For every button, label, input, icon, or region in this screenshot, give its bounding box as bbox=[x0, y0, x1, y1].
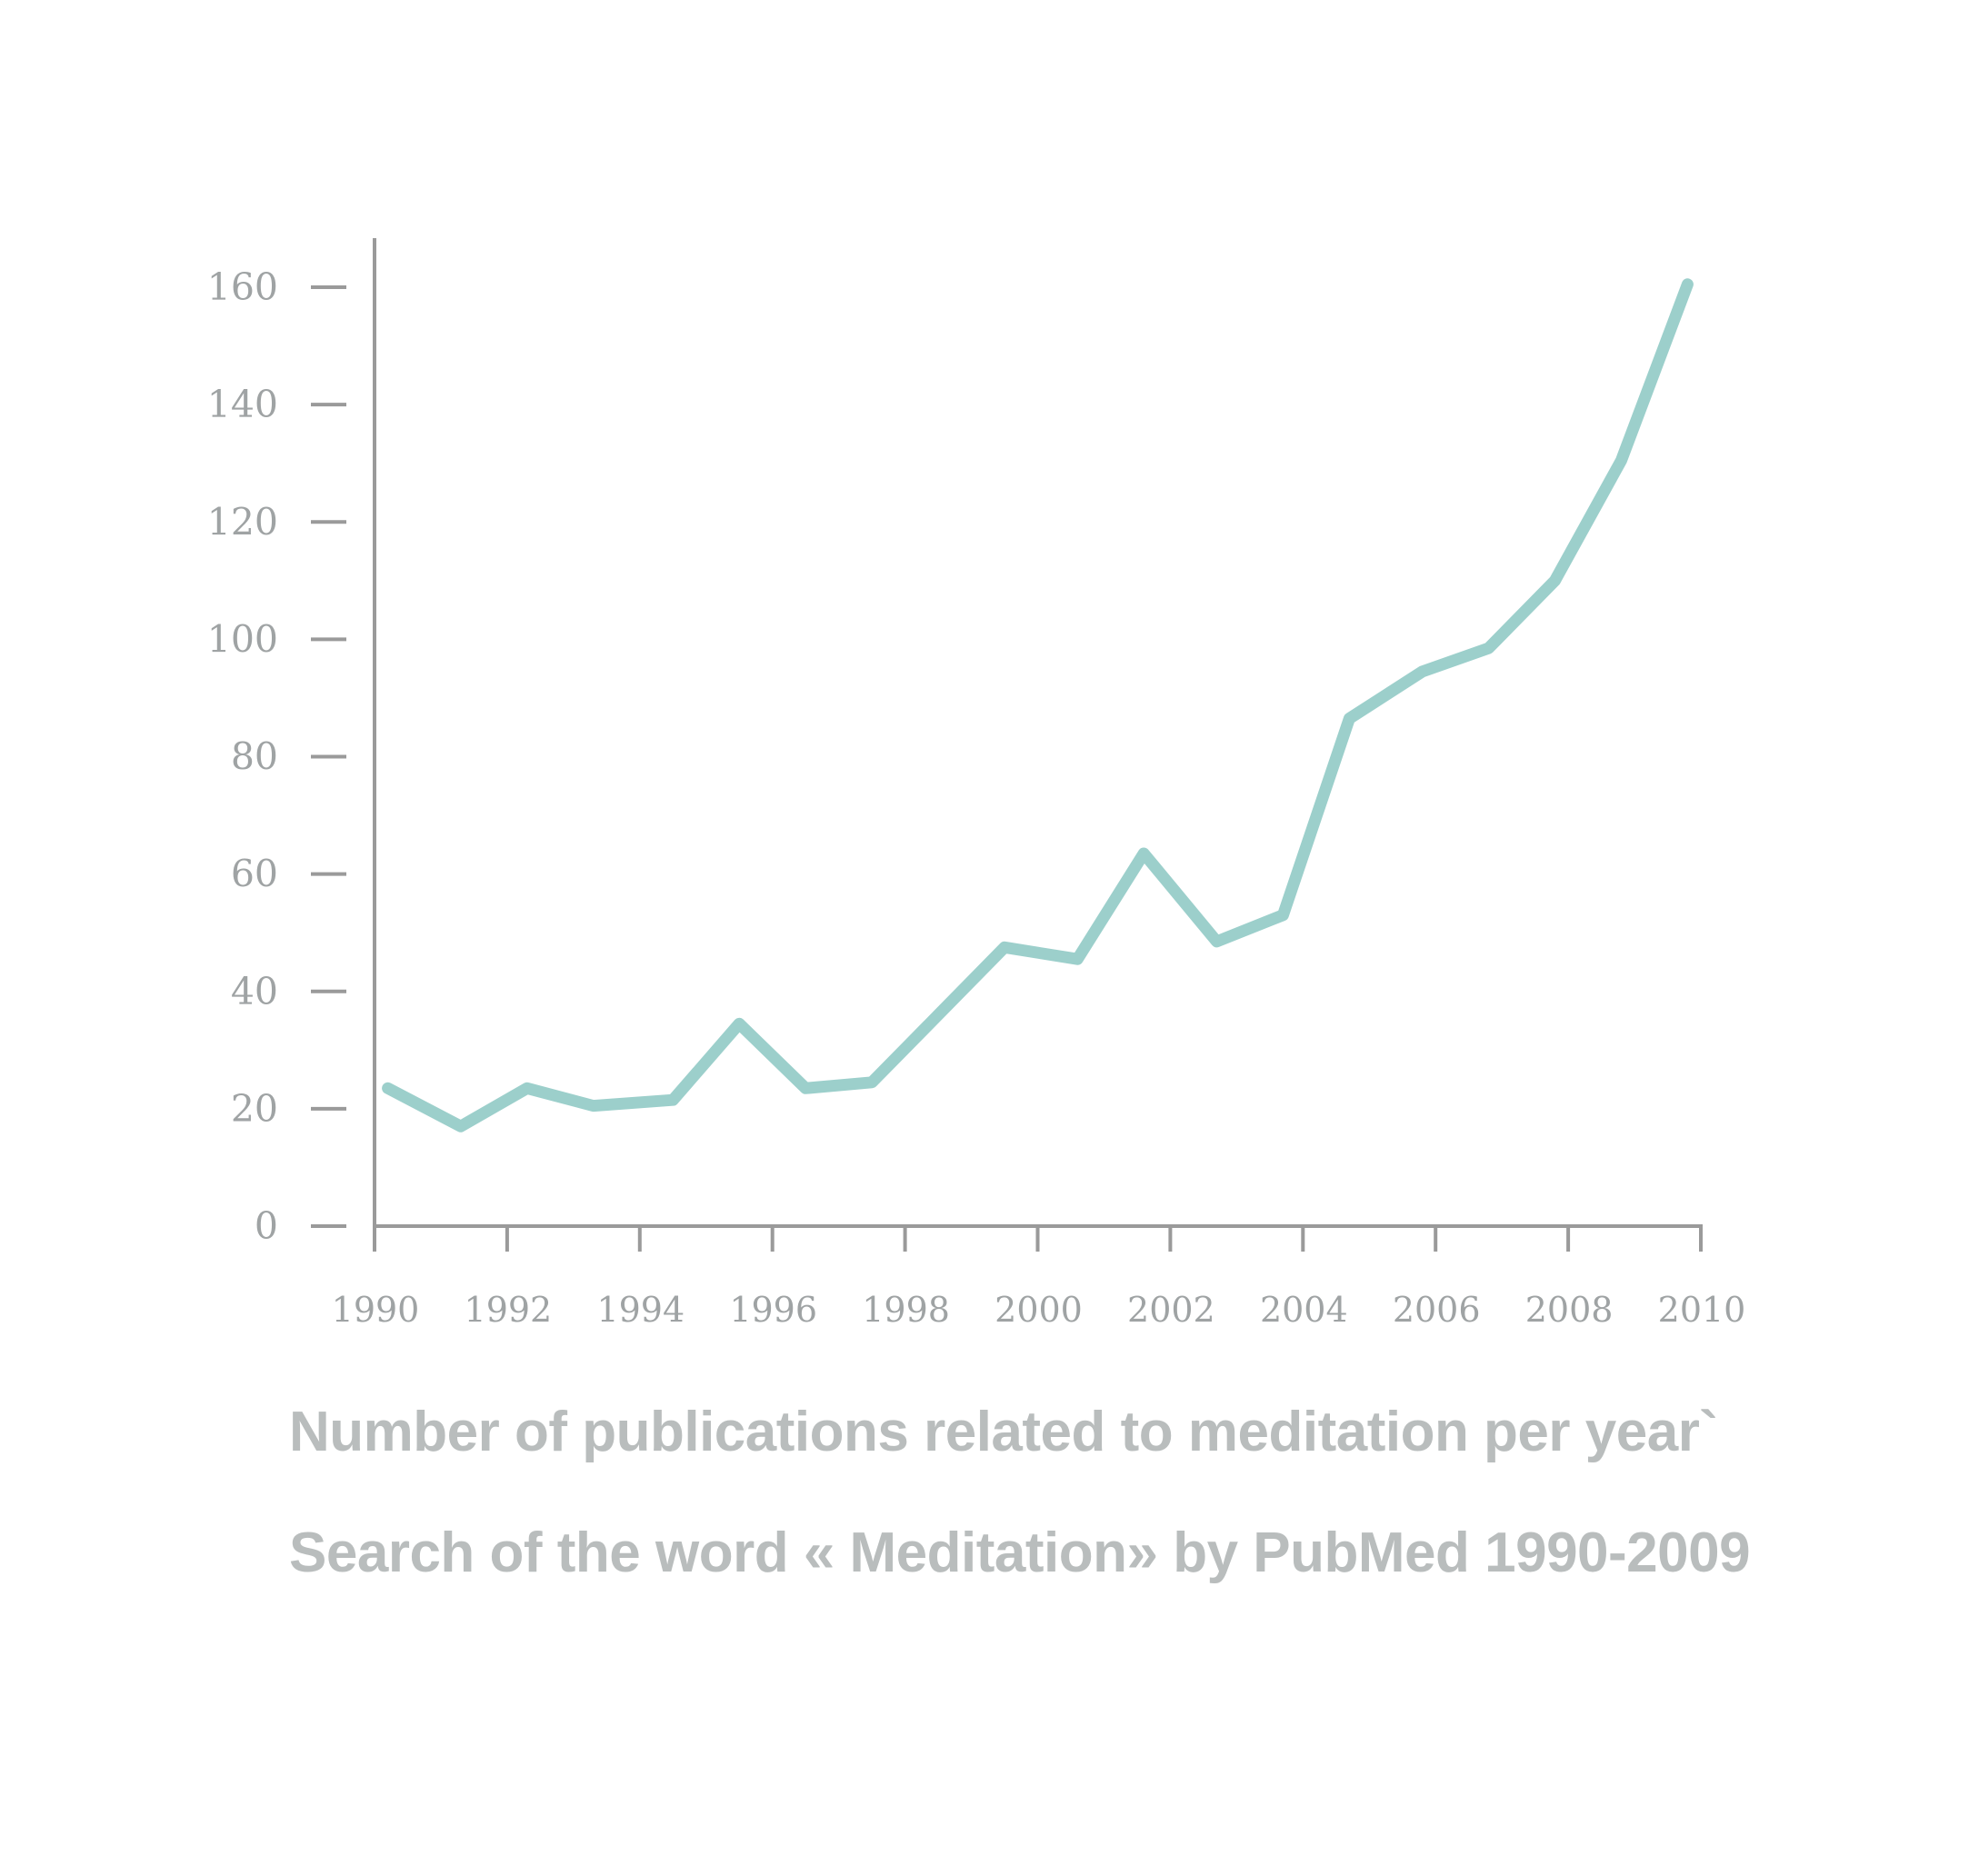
chart-tick-labels: 0 20 40 60 80 100 120 140 160 1990 1992 1994 1996 199… bbox=[207, 265, 1746, 1330]
chart-ticks bbox=[311, 285, 1703, 1252]
x-tick-label-2004: 2004 bbox=[1260, 1290, 1348, 1330]
y-tick-label-120: 120 bbox=[207, 500, 278, 544]
y-tick-label-20: 20 bbox=[231, 1087, 278, 1131]
chart-axes bbox=[373, 238, 1703, 1228]
series-line-0 bbox=[382, 278, 1694, 1133]
x-tick-label-1992: 1992 bbox=[465, 1290, 553, 1330]
x-tick-label-2000: 2000 bbox=[994, 1290, 1083, 1330]
chart-series bbox=[382, 278, 1694, 1133]
y-tick-label-80: 80 bbox=[231, 735, 278, 779]
y-tick-label-160: 160 bbox=[207, 265, 278, 309]
chart-subtitle: Search of the word « Meditation» by PubM… bbox=[289, 1522, 1751, 1584]
y-tick-label-140: 140 bbox=[207, 383, 278, 426]
x-tick-label-2002: 2002 bbox=[1127, 1290, 1215, 1330]
chart-title: Number of publications related to medita… bbox=[289, 1401, 1718, 1463]
x-tick-label-1996: 1996 bbox=[729, 1290, 817, 1330]
x-tick-label-2006: 2006 bbox=[1393, 1290, 1481, 1330]
y-tick-label-40: 40 bbox=[231, 970, 278, 1013]
x-tick-label-1990: 1990 bbox=[332, 1290, 420, 1330]
x-tick-label-2008: 2008 bbox=[1525, 1290, 1614, 1330]
y-tick-label-60: 60 bbox=[231, 853, 278, 896]
x-tick-label-2010: 2010 bbox=[1658, 1290, 1746, 1330]
y-tick-label-100: 100 bbox=[207, 617, 278, 661]
y-tick-label-0: 0 bbox=[255, 1204, 278, 1248]
x-tick-label-1994: 1994 bbox=[596, 1290, 685, 1330]
x-tick-label-1998: 1998 bbox=[862, 1290, 950, 1330]
